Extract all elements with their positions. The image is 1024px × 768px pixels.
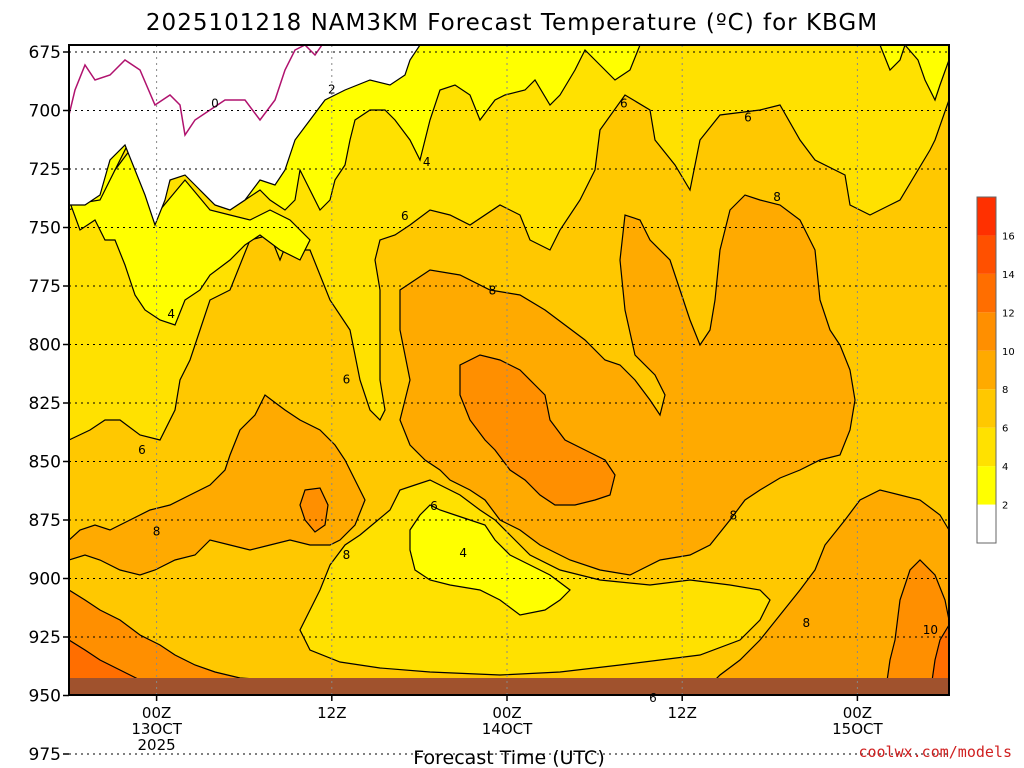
contour-label: 6 (430, 499, 438, 513)
credit-text: coolwx.com/models (858, 743, 1012, 761)
x-tick-label: 00Z (492, 704, 521, 722)
colorbar-tick-label: 8 (1002, 385, 1008, 396)
contour-label: 6 (343, 373, 351, 387)
band-8-10-left (69, 394, 366, 576)
x-tick-label: 00Z (843, 704, 872, 722)
colorbar-swatch (977, 466, 996, 505)
band-below-2 (69, 45, 421, 227)
plot-frame (68, 44, 950, 696)
x-tick-label: 12Z (668, 704, 697, 722)
plot-area (69, 45, 949, 695)
y-tick-label: 950 (29, 687, 61, 707)
y-tick-label: 700 (29, 102, 61, 122)
ground-band (69, 678, 949, 695)
colorbar-tick-label: 6 (1002, 424, 1008, 435)
contour-label: 0 (211, 96, 219, 110)
band-2-4-lower (409, 504, 571, 616)
contour-label: 6 (620, 96, 628, 110)
y-tick-label: 775 (29, 277, 61, 297)
y-tick-label: 925 (29, 628, 61, 648)
contour-label: 8 (489, 284, 497, 298)
y-tick-label: 850 (29, 453, 61, 473)
y-axis: 675 700 725 750 775 800 825 850 875 900 925 950 975 (29, 43, 69, 765)
y-tick-label: 675 (29, 43, 61, 63)
colorbar-tick-label: 2 (1002, 501, 1008, 512)
contour-label: 6 (401, 209, 409, 223)
contour-labels: 0 2 4 4 4 6 6 6 6 6 6 6 8 8 8 8 8 8 10 (138, 82, 938, 704)
y-tick-label: 800 (29, 336, 61, 356)
colorbar-swatch (977, 427, 996, 467)
contour-label: 8 (773, 190, 781, 204)
y-tick-label: 750 (29, 219, 61, 239)
y-tick-label: 875 (29, 511, 61, 531)
colorbar-swatch (977, 504, 996, 543)
y-tick-label: 825 (29, 394, 61, 414)
band-12-14-right (929, 623, 949, 695)
colorbar-tick-label: 12 (1002, 308, 1015, 319)
x-tick-label: 2025 (138, 736, 176, 754)
colorbar-tick-label: 16 (1002, 231, 1015, 242)
colorbar-swatch (977, 350, 996, 390)
contour-label: 4 (423, 155, 431, 169)
contour-label: 8 (153, 525, 161, 539)
colorbar-swatch (977, 273, 996, 313)
colorbar-swatch (977, 235, 996, 274)
x-axis-label: Forecast Time (UTC) (413, 747, 604, 768)
contour-label: 6 (138, 443, 146, 457)
x-tick-label: 14OCT (482, 720, 533, 738)
contour-label: 8 (802, 616, 810, 630)
colorbar-tick-label: 4 (1002, 462, 1008, 473)
x-tick-label: 15OCT (832, 720, 883, 738)
y-tick-label: 975 (29, 745, 61, 765)
colorbar-swatch (977, 197, 996, 236)
x-tick-label: 13OCT (131, 720, 182, 738)
x-tick-label: 00Z (142, 704, 171, 722)
freezing-line (69, 45, 323, 137)
band-10-12-right (884, 559, 949, 695)
contour-label: 6 (744, 111, 752, 125)
contour-label: 8 (729, 508, 737, 522)
colorbar-frame (976, 196, 997, 544)
chart-title: 2025101218 NAM3KM Forecast Temperature (… (146, 10, 878, 36)
colorbar-swatch (977, 312, 996, 351)
y-tick-label: 900 (29, 570, 61, 590)
colorbar-tick-label: 10 (1002, 347, 1015, 358)
colorbar-swatch (977, 389, 996, 428)
band-10-12-center (459, 354, 616, 506)
y-tick-label: 725 (29, 160, 61, 180)
contour-label: 8 (343, 548, 351, 562)
contour-label: 10 (923, 623, 938, 637)
band-10-12-blob (299, 487, 329, 533)
contour-label: 6 (649, 691, 657, 705)
colorbar-legend: 2 4 6 8 10 12 14 16 (976, 196, 1015, 544)
band-8-10-right-lower (699, 489, 949, 695)
colorbar-tick-label: 14 (1002, 270, 1015, 281)
contour-label: 4 (459, 546, 467, 560)
contour-label: 2 (328, 82, 336, 96)
contour-label: 4 (167, 307, 175, 321)
x-tick-label: 12Z (317, 704, 346, 722)
